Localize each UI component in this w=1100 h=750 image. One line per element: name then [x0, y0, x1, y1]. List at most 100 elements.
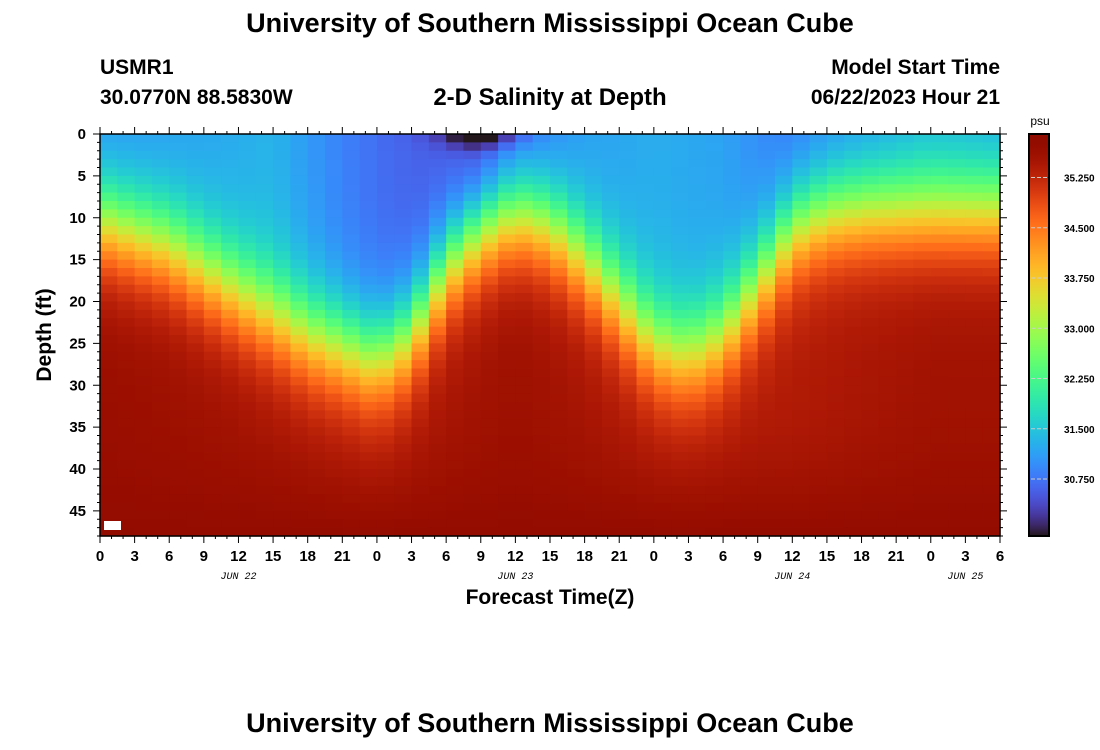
heatmap-cell [861, 427, 880, 437]
heatmap-cell [480, 393, 499, 403]
heatmap-cell [169, 217, 188, 227]
heatmap-cell [844, 519, 863, 529]
heatmap-cell [584, 435, 603, 445]
heatmap-cell [965, 309, 984, 319]
heatmap-cell [844, 435, 863, 445]
heatmap-cell [965, 134, 984, 143]
heatmap-cell [100, 527, 118, 537]
heatmap-cell [325, 309, 343, 319]
heatmap-cell [186, 343, 205, 353]
heatmap-cell [878, 410, 897, 420]
heatmap-cell [221, 318, 240, 328]
heatmap-cell [169, 385, 188, 395]
heatmap-cell [515, 318, 534, 328]
heatmap-cell [584, 385, 603, 395]
heatmap-cell [792, 410, 811, 420]
heatmap-cell [619, 410, 638, 420]
heatmap-cell [878, 259, 897, 269]
heatmap-cell [169, 318, 188, 328]
heatmap-cell [809, 284, 828, 294]
heatmap-cell [117, 150, 136, 160]
heatmap-cell [411, 443, 430, 453]
heatmap-cell [809, 184, 828, 194]
heatmap-cell [342, 519, 361, 529]
heatmap-cell [601, 251, 620, 261]
heatmap-cell [619, 142, 638, 152]
heatmap-cell [844, 402, 863, 411]
heatmap-cell [826, 326, 845, 336]
heatmap-cell [394, 293, 413, 303]
heatmap-cell [480, 385, 499, 395]
heatmap-cell [671, 309, 690, 319]
heatmap-cell [619, 167, 638, 177]
heatmap-cell [221, 167, 240, 177]
heatmap-cell [688, 393, 707, 403]
heatmap-cell [151, 301, 170, 311]
heatmap-cell [723, 435, 741, 445]
heatmap-cell [671, 502, 690, 512]
heatmap-cell [688, 335, 707, 344]
heatmap-cell [550, 293, 568, 303]
heatmap-cell [705, 485, 724, 495]
heatmap-cell [844, 301, 863, 311]
heatmap-cell [653, 142, 672, 152]
heatmap-cell [913, 226, 932, 236]
heatmap-cell [498, 309, 516, 319]
heatmap-cell [186, 226, 205, 236]
heatmap-cell [809, 393, 828, 403]
heatmap-cell [151, 150, 170, 160]
heatmap-cell [705, 259, 724, 269]
heatmap-cell [930, 351, 949, 361]
heatmap-cell [965, 326, 984, 336]
heatmap-cell [428, 201, 447, 210]
heatmap-cell [325, 284, 343, 294]
heatmap-cell [775, 376, 793, 386]
heatmap-cell [273, 242, 291, 252]
heatmap-cell [463, 443, 482, 453]
heatmap-cell [307, 485, 326, 495]
heatmap-cell [134, 293, 153, 303]
heatmap-cell [948, 234, 966, 244]
heatmap-cell [515, 477, 534, 487]
heatmap-cell [740, 469, 759, 478]
heatmap-cell [307, 402, 326, 411]
heatmap-cell [584, 318, 603, 328]
heatmap-cell [290, 175, 309, 185]
heatmap-cell [965, 259, 984, 269]
heatmap-cell [584, 402, 603, 411]
heatmap-cell [948, 301, 966, 311]
heatmap-cell [671, 519, 690, 529]
heatmap-cell [861, 376, 880, 386]
heatmap-cell [688, 226, 707, 236]
heatmap-cell [515, 418, 534, 428]
heatmap-cell [878, 385, 897, 395]
heatmap-cell [394, 452, 413, 462]
heatmap-cell [186, 201, 205, 210]
heatmap-cell [221, 427, 240, 437]
heatmap-cell [394, 527, 413, 537]
heatmap-cell [169, 443, 188, 453]
heatmap-cell [186, 385, 205, 395]
heatmap-cell [896, 510, 915, 520]
heatmap-cell [982, 293, 1001, 303]
heatmap-cell [809, 410, 828, 420]
heatmap-cell [896, 418, 915, 428]
heatmap-cell [896, 443, 915, 453]
heatmap-cell [117, 276, 136, 286]
heatmap-cell [982, 226, 1001, 236]
heatmap-cell [169, 527, 188, 537]
heatmap-cell [913, 242, 932, 252]
heatmap-cell [584, 452, 603, 462]
heatmap-cell [238, 217, 257, 227]
heatmap-cell [636, 184, 655, 194]
heatmap-cell [186, 452, 205, 462]
heatmap-cell [273, 485, 291, 495]
heatmap-cell [498, 326, 516, 336]
heatmap-cell [428, 150, 447, 160]
heatmap-cell [930, 201, 949, 210]
heatmap-cell [480, 259, 499, 269]
heatmap-cell [307, 284, 326, 294]
heatmap-cell [601, 519, 620, 529]
heatmap-cell [203, 469, 222, 478]
heatmap-cell [809, 318, 828, 328]
